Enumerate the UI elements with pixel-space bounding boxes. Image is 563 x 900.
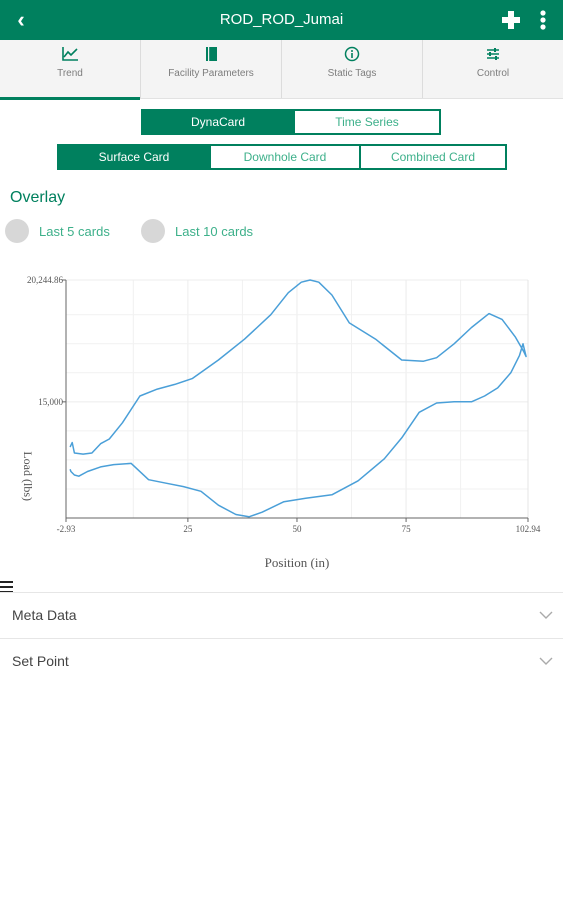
tab-facility-parameters[interactable]: Facility Parameters (141, 40, 282, 98)
tab-trend[interactable]: Trend (0, 40, 141, 100)
y-tick-label: 20,244.86 (27, 275, 64, 285)
chevron-down-icon (539, 611, 553, 619)
dynacard-chart: -2.93 25 50 75 102.94 20,244.86 15,000 Positio… (0, 262, 563, 577)
combined-card-option[interactable]: Combined Card (359, 146, 505, 168)
tab-label: Control (476, 68, 510, 79)
tab-label: Facility Parameters (168, 68, 254, 79)
radio-label: Last 10 cards (175, 223, 254, 239)
last-10-cards-radio[interactable]: Last 10 cards (141, 218, 253, 244)
book-icon (206, 47, 217, 61)
more-vertical-icon[interactable] (532, 6, 554, 34)
y-tick-label: 15,000 (38, 397, 63, 407)
page-title: ROD_ROD_Jumai (219, 11, 344, 28)
radio-icon (5, 219, 29, 243)
chart-line-icon (62, 47, 78, 61)
chart-svg: -2.93 25 50 75 102.94 20,244.86 15,000 Positio… (21, 275, 541, 570)
set-point-section[interactable]: Set Point (0, 638, 563, 684)
x-tick-label: -2.93 (57, 524, 76, 534)
tab-bar: Trend Facility Parameters Static Tags Co… (0, 40, 563, 100)
plus-icon[interactable] (498, 6, 524, 34)
dynacard-option[interactable]: DynaCard (143, 111, 293, 133)
x-tick-label: 75 (402, 524, 412, 534)
tab-label: Trend (57, 68, 83, 79)
info-icon (344, 46, 360, 62)
card-type-toggle: Surface Card Downhole Card Combined Card (57, 144, 507, 170)
overlay-title: Overlay (10, 189, 66, 206)
tab-static-tags[interactable]: Static Tags (282, 40, 423, 98)
x-tick-label: 25 (183, 524, 193, 534)
sliders-icon (487, 48, 499, 60)
back-icon[interactable]: ‹ (17, 7, 25, 32)
y-axis-label: Load (lbs) (21, 451, 35, 501)
downhole-card-option[interactable]: Downhole Card (209, 146, 359, 168)
radio-icon (141, 219, 165, 243)
x-tick-label: 50 (292, 524, 302, 534)
view-toggle: DynaCard Time Series (141, 109, 441, 135)
x-axis-label: Position (in) (265, 555, 330, 570)
section-label: Meta Data (12, 607, 77, 623)
surface-card-line (69, 279, 527, 518)
section-label: Set Point (12, 653, 69, 669)
chevron-down-icon (539, 657, 553, 665)
meta-data-section[interactable]: Meta Data (0, 592, 563, 638)
surface-card-option[interactable]: Surface Card (59, 146, 209, 168)
tab-control[interactable]: Control (423, 40, 563, 98)
x-tick-label: 102.94 (516, 524, 541, 534)
radio-label: Last 5 cards (39, 223, 110, 239)
last-5-cards-radio[interactable]: Last 5 cards (5, 218, 110, 244)
time-series-option[interactable]: Time Series (293, 111, 439, 133)
app-header: ‹ ROD_ROD_Jumai (0, 0, 563, 40)
tab-label: Static Tags (327, 68, 377, 79)
